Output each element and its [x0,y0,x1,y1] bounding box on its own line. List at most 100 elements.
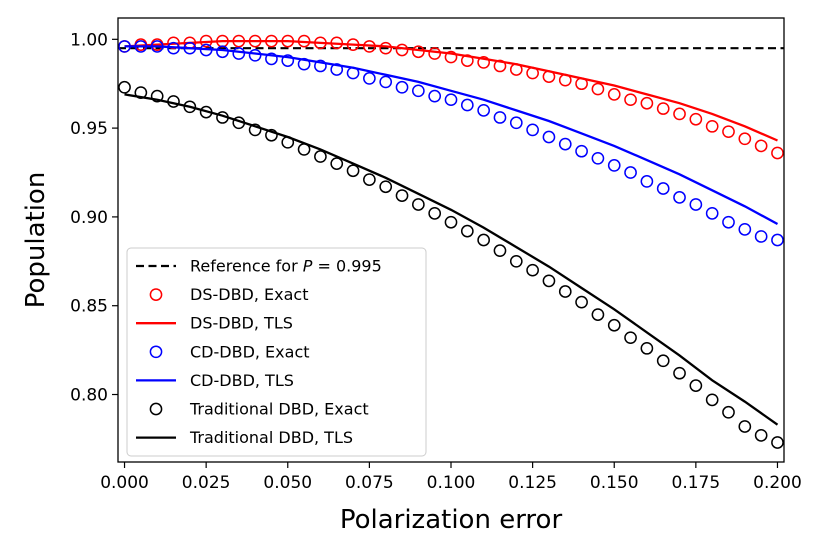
x-tick-label: 0.125 [508,473,557,493]
data-point-cd-dbd-exact [722,215,735,229]
data-point-ds-dbd-exact [705,119,719,133]
data-point-cd-dbd-exact [771,233,784,247]
data-point-ds-dbd-exact [591,82,605,96]
data-point-cd-dbd-exact [656,182,670,195]
x-tick-label: 0.150 [590,473,639,493]
data-point-traditional-dbd-exact [379,180,393,194]
data-point-cd-dbd-exact [542,130,556,144]
data-point-cd-dbd-exact [689,198,703,211]
data-point-ds-dbd-exact [738,132,752,146]
data-point-cd-dbd-exact [607,159,621,172]
axis-ticks: 0.000 0.025 0.050 0.075 0.100 0.125 0.150 0.175… [70,30,802,493]
legend-label: Traditional DBD, TLS [189,428,353,447]
data-point-traditional-dbd-exact [754,429,768,442]
data-point-ds-dbd-exact [754,139,768,153]
data-point-cd-dbd-exact [526,123,539,137]
data-point-traditional-dbd-exact [509,254,523,268]
data-point-traditional-dbd-exact [558,285,572,298]
data-point-cd-dbd-exact [363,72,376,85]
data-point-ds-dbd-exact [640,96,654,110]
data-point-traditional-dbd-exact [363,173,376,186]
data-point-cd-dbd-exact [575,144,588,158]
data-point-cd-dbd-exact [591,151,605,165]
legend-label: CD-DBD, Exact [190,342,310,361]
data-point-cd-dbd-exact [395,80,409,94]
data-point-ds-dbd-exact [656,102,670,115]
y-axis-title: Population [21,172,51,309]
y-tick-label: 1.00 [70,30,108,50]
data-point-traditional-dbd-exact [395,189,409,202]
legend-label: DS-DBD, Exact [190,285,309,304]
y-tick-label: 0.90 [70,208,108,228]
data-point-traditional-dbd-exact [330,157,344,170]
legend-label: Traditional DBD, Exact [189,400,369,419]
data-point-ds-dbd-exact [444,50,458,64]
x-tick-label: 0.200 [753,473,802,493]
data-point-traditional-dbd-exact [526,263,539,277]
data-point-cd-dbd-exact [428,89,442,103]
data-point-cd-dbd-exact [281,54,295,67]
legend: Reference for P = 0.995 DS-DBD, Exact DS-D… [126,247,427,457]
data-point-cd-dbd-exact [412,84,425,98]
legend-label: CD-DBD, TLS [190,371,294,390]
data-point-traditional-dbd-exact [314,150,327,163]
data-point-traditional-dbd-exact [640,341,654,355]
x-tick-label: 0.175 [672,473,721,493]
data-point-traditional-dbd-exact [428,207,442,220]
data-point-traditional-dbd-exact [738,420,752,433]
y-tick-label: 0.80 [70,386,108,406]
data-point-traditional-dbd-exact [722,405,735,419]
data-point-ds-dbd-exact [428,47,442,60]
legend-label-reference: Reference for P = 0.995 [190,257,382,276]
x-tick-label: 0.100 [427,473,476,493]
data-point-cd-dbd-exact [379,75,393,89]
data-point-cd-dbd-exact [673,191,686,204]
data-point-traditional-dbd-exact [705,393,719,407]
series-line-ds-dbd-tls [124,39,778,142]
data-point-ds-dbd-exact [673,107,686,121]
data-point-traditional-dbd-exact [346,164,360,178]
data-point-traditional-dbd-exact [656,354,670,368]
data-point-cd-dbd-exact [738,222,752,236]
plot-frame [117,17,785,463]
data-point-cd-dbd-exact [297,57,311,71]
data-point-ds-dbd-exact [379,41,393,55]
data-point-traditional-dbd-exact [460,224,474,238]
data-point-traditional-dbd-exact [444,215,458,229]
legend-label: DS-DBD, TLS [190,314,293,333]
data-point-cd-dbd-exact [558,137,572,151]
legend-swatch-marker [149,288,163,301]
data-point-cd-dbd-exact [444,93,458,107]
data-point-ds-dbd-exact [771,146,784,160]
data-point-traditional-dbd-exact [607,318,621,332]
data-point-ds-dbd-exact [607,88,621,101]
data-point-traditional-dbd-exact [575,295,588,309]
data-point-traditional-dbd-exact [624,331,637,345]
data-point-cd-dbd-exact [493,111,507,124]
data-point-ds-dbd-exact [477,56,490,69]
data-point-cd-dbd-exact [248,48,262,62]
data-point-traditional-dbd-exact [248,123,262,137]
plot-area [118,34,784,449]
legend-swatch-marker [149,345,163,359]
data-point-cd-dbd-exact [509,116,523,130]
data-point-traditional-dbd-exact [771,436,784,449]
x-tick-label: 0.025 [182,473,231,493]
data-point-cd-dbd-exact [314,59,327,73]
data-point-traditional-dbd-exact [265,128,278,142]
data-point-traditional-dbd-exact [118,80,131,94]
y-tick-label: 0.95 [70,119,108,139]
data-point-traditional-dbd-exact [673,366,686,380]
legend-swatch-marker [149,402,163,416]
data-point-cd-dbd-exact [265,52,278,66]
data-point-traditional-dbd-exact [412,198,425,211]
data-point-cd-dbd-exact [624,166,637,179]
data-point-traditional-dbd-exact [591,308,605,321]
data-point-cd-dbd-exact [232,47,246,60]
data-point-ds-dbd-exact [624,93,637,107]
x-tick-label: 0.000 [100,473,149,493]
series-line-cd-dbd-tls [124,45,779,226]
data-point-traditional-dbd-exact [689,379,703,392]
y-tick-label: 0.85 [70,297,108,317]
